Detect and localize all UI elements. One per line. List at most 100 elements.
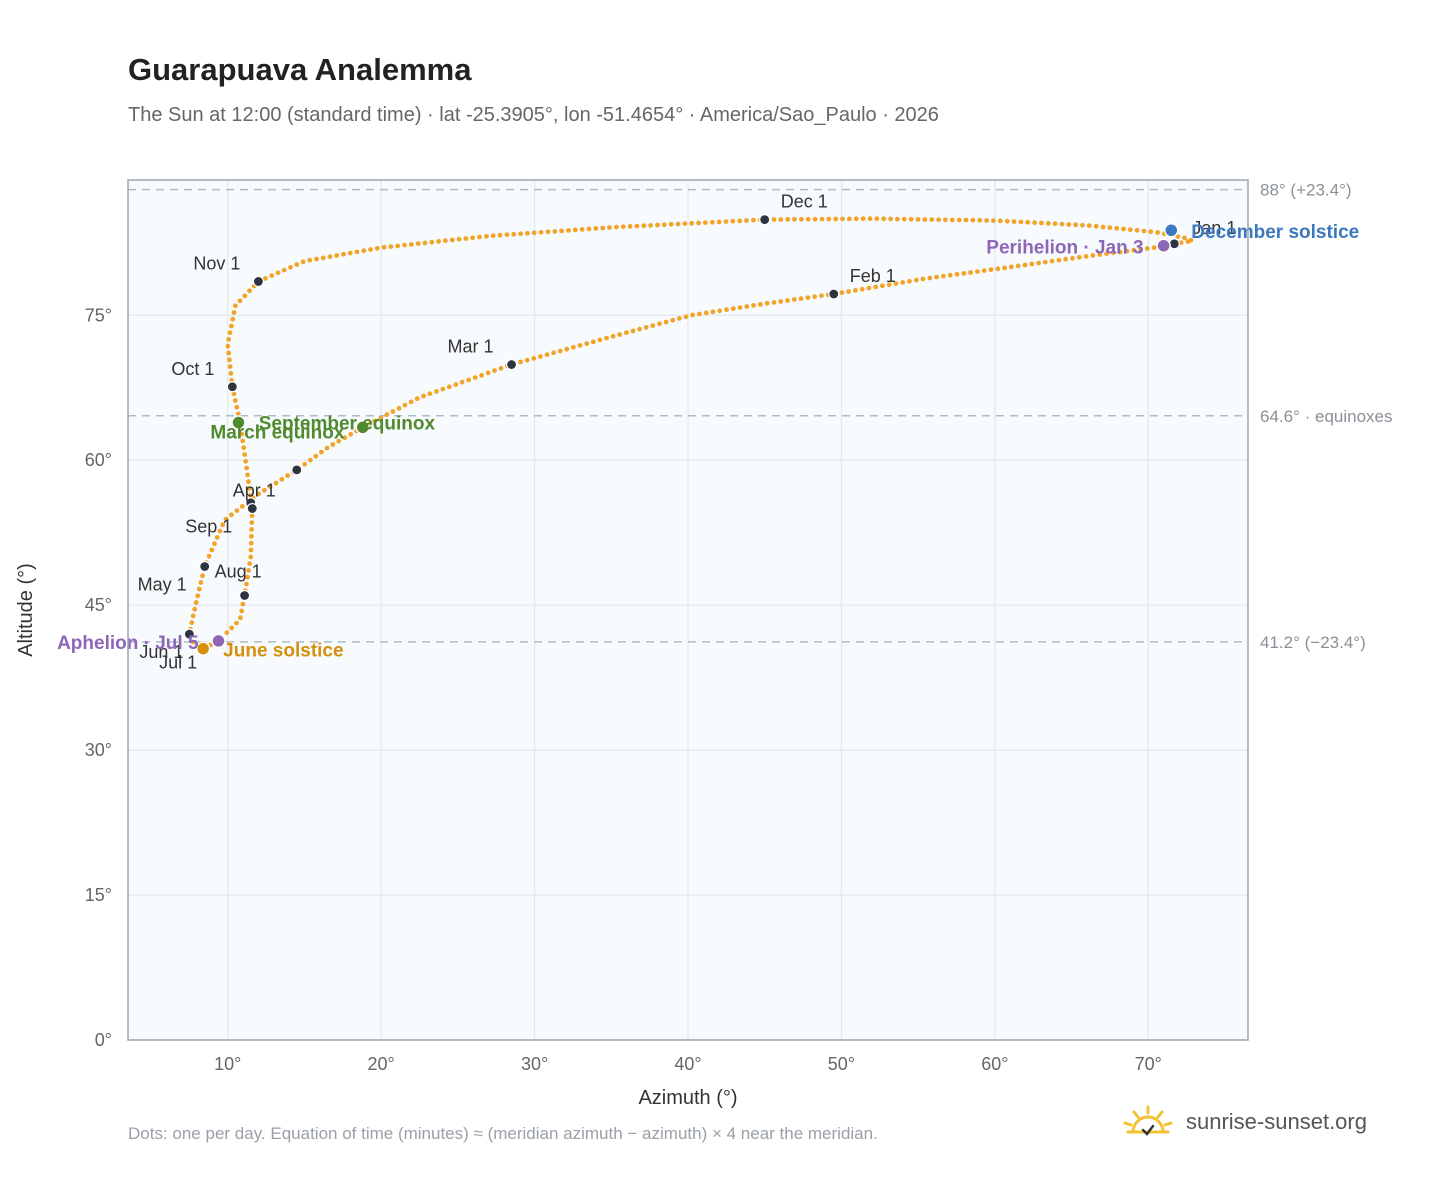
daily-dot [190,613,196,619]
daily-dot [1185,239,1191,245]
daily-dot [240,601,246,607]
daily-dot [1029,261,1035,267]
daily-dot [751,303,756,308]
daily-dot [190,639,196,645]
daily-dot [676,316,682,321]
x-tick-label: 60° [981,1054,1008,1074]
daily-dot [805,216,811,222]
daily-dot [1002,265,1007,271]
daily-dot [302,461,308,467]
daily-dot [226,337,232,342]
daily-dot [1117,249,1123,255]
daily-dot [388,244,394,250]
daily-dot [968,270,973,275]
daily-dot [275,270,281,276]
daily-dot [744,304,750,309]
daily-dot [934,274,939,280]
daily-dot [408,399,414,405]
daily-dot [247,486,252,491]
daily-dot [557,348,563,354]
daily-dot [192,606,198,612]
month-label: Oct 1 [171,359,214,379]
daily-dot [245,472,250,478]
daily-dot [590,339,596,345]
daily-dot [1144,246,1150,251]
daily-dot [730,306,736,311]
daily-dot [920,276,926,282]
month-dot [246,502,258,515]
daily-dot [847,216,852,222]
daily-dot [313,453,319,459]
daily-dot [354,249,360,255]
daily-dot [244,465,250,471]
daily-dot [661,222,667,228]
daily-dot [319,449,324,455]
daily-dot [307,457,313,463]
daily-dot [975,269,980,274]
daily-dot [498,365,504,371]
daily-dot [242,452,248,457]
event-dot [211,633,226,649]
daily-dot [1093,223,1099,229]
daily-dot [1039,220,1044,226]
daily-dot [538,354,543,359]
month-dot [226,381,238,393]
daily-dot [617,332,623,337]
daily-dot [248,547,254,553]
daily-dot [241,445,247,451]
brand-name[interactable]: sunrise-sunset.org [1186,1109,1367,1134]
daily-dot [456,236,462,242]
daily-dot [429,239,435,245]
brand-logo[interactable]: sunrise-sunset.org [1120,1104,1367,1140]
daily-dot [954,271,960,277]
daily-dot [724,307,729,313]
daily-dot [1100,224,1106,230]
daily-dot [785,217,791,222]
event-label: March equinox [210,423,345,444]
daily-dot [378,415,384,421]
daily-dot [936,217,941,223]
daily-dot [342,435,348,441]
daily-dot [239,431,245,437]
daily-dot [231,310,237,315]
daily-dot [225,343,231,349]
daily-dot [246,568,252,573]
daily-dot [703,220,708,226]
daily-dot [716,219,722,225]
daily-dot [242,293,248,299]
y-axis-label: Altitude (°) [15,563,37,657]
month-label: Jun 1 [139,642,183,662]
daily-dot [347,250,353,256]
daily-dot [214,535,220,540]
daily-dot [1131,247,1137,253]
daily-dot [991,218,996,224]
daily-dot [220,522,226,528]
x-tick-label: 20° [368,1054,395,1074]
daily-dot [307,257,313,263]
daily-dot [1059,221,1065,227]
y-tick-label: 75° [85,305,112,325]
event-dot [1156,238,1171,253]
month-dot [759,214,771,226]
daily-dot [593,226,599,231]
daily-dot [1080,222,1085,228]
daily-dot [327,254,333,260]
daily-dot [853,288,858,293]
daily-dot [446,384,452,390]
daily-dot [472,375,478,380]
daily-dot [1151,245,1157,251]
daily-dot [604,335,609,341]
daily-dot [949,217,955,223]
daily-dot [1004,218,1010,224]
daily-dot [1141,228,1147,234]
daily-dot [791,297,797,302]
daily-dot [668,221,674,227]
daily-dot [655,222,660,228]
daily-dot [470,235,476,241]
daily-dot [248,554,254,560]
daily-dot [947,272,953,278]
daily-dot [1090,253,1096,258]
daily-dot [518,231,523,237]
daily-dot [230,316,236,322]
daily-dot [812,216,818,222]
